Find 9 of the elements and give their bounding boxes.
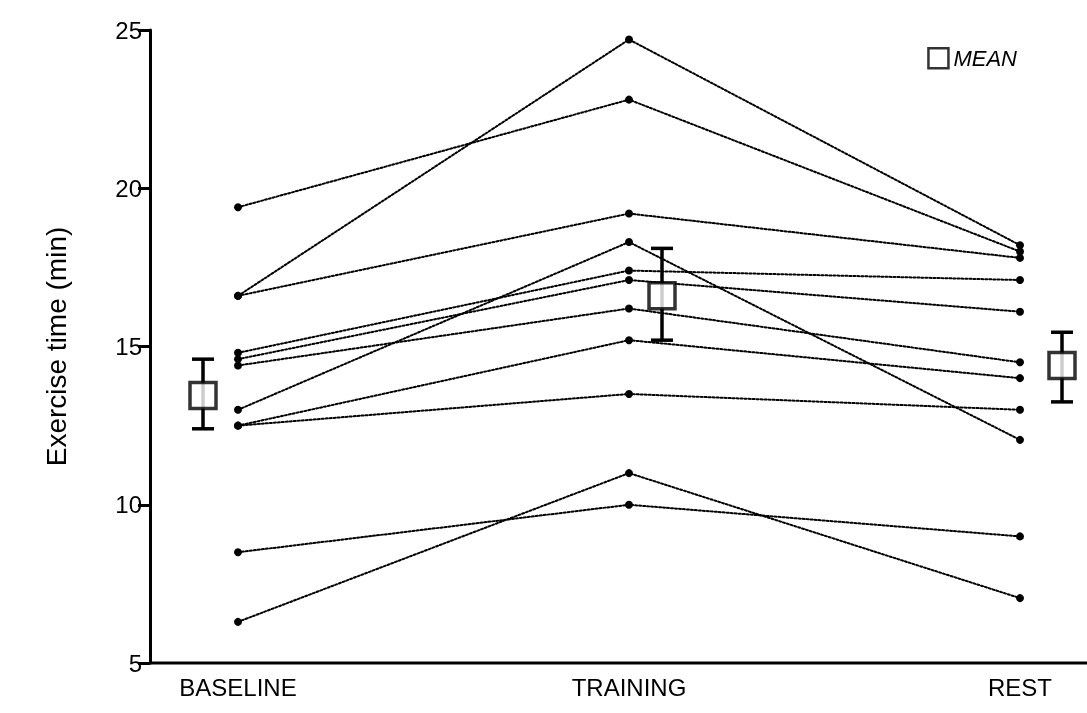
legend-label: MEAN: [953, 45, 1018, 71]
x-tick-label: BASELINE: [179, 673, 297, 701]
x-tick-label: REST: [987, 673, 1053, 701]
y-axis-title: Exercise time (min): [40, 226, 72, 467]
y-tick-label: 10: [115, 491, 142, 519]
y-tick-label: 25: [115, 16, 142, 44]
y-tick-label: 15: [115, 333, 142, 360]
y-tick-label: 20: [115, 174, 142, 202]
x-tick-label: TRAINING: [571, 673, 687, 701]
